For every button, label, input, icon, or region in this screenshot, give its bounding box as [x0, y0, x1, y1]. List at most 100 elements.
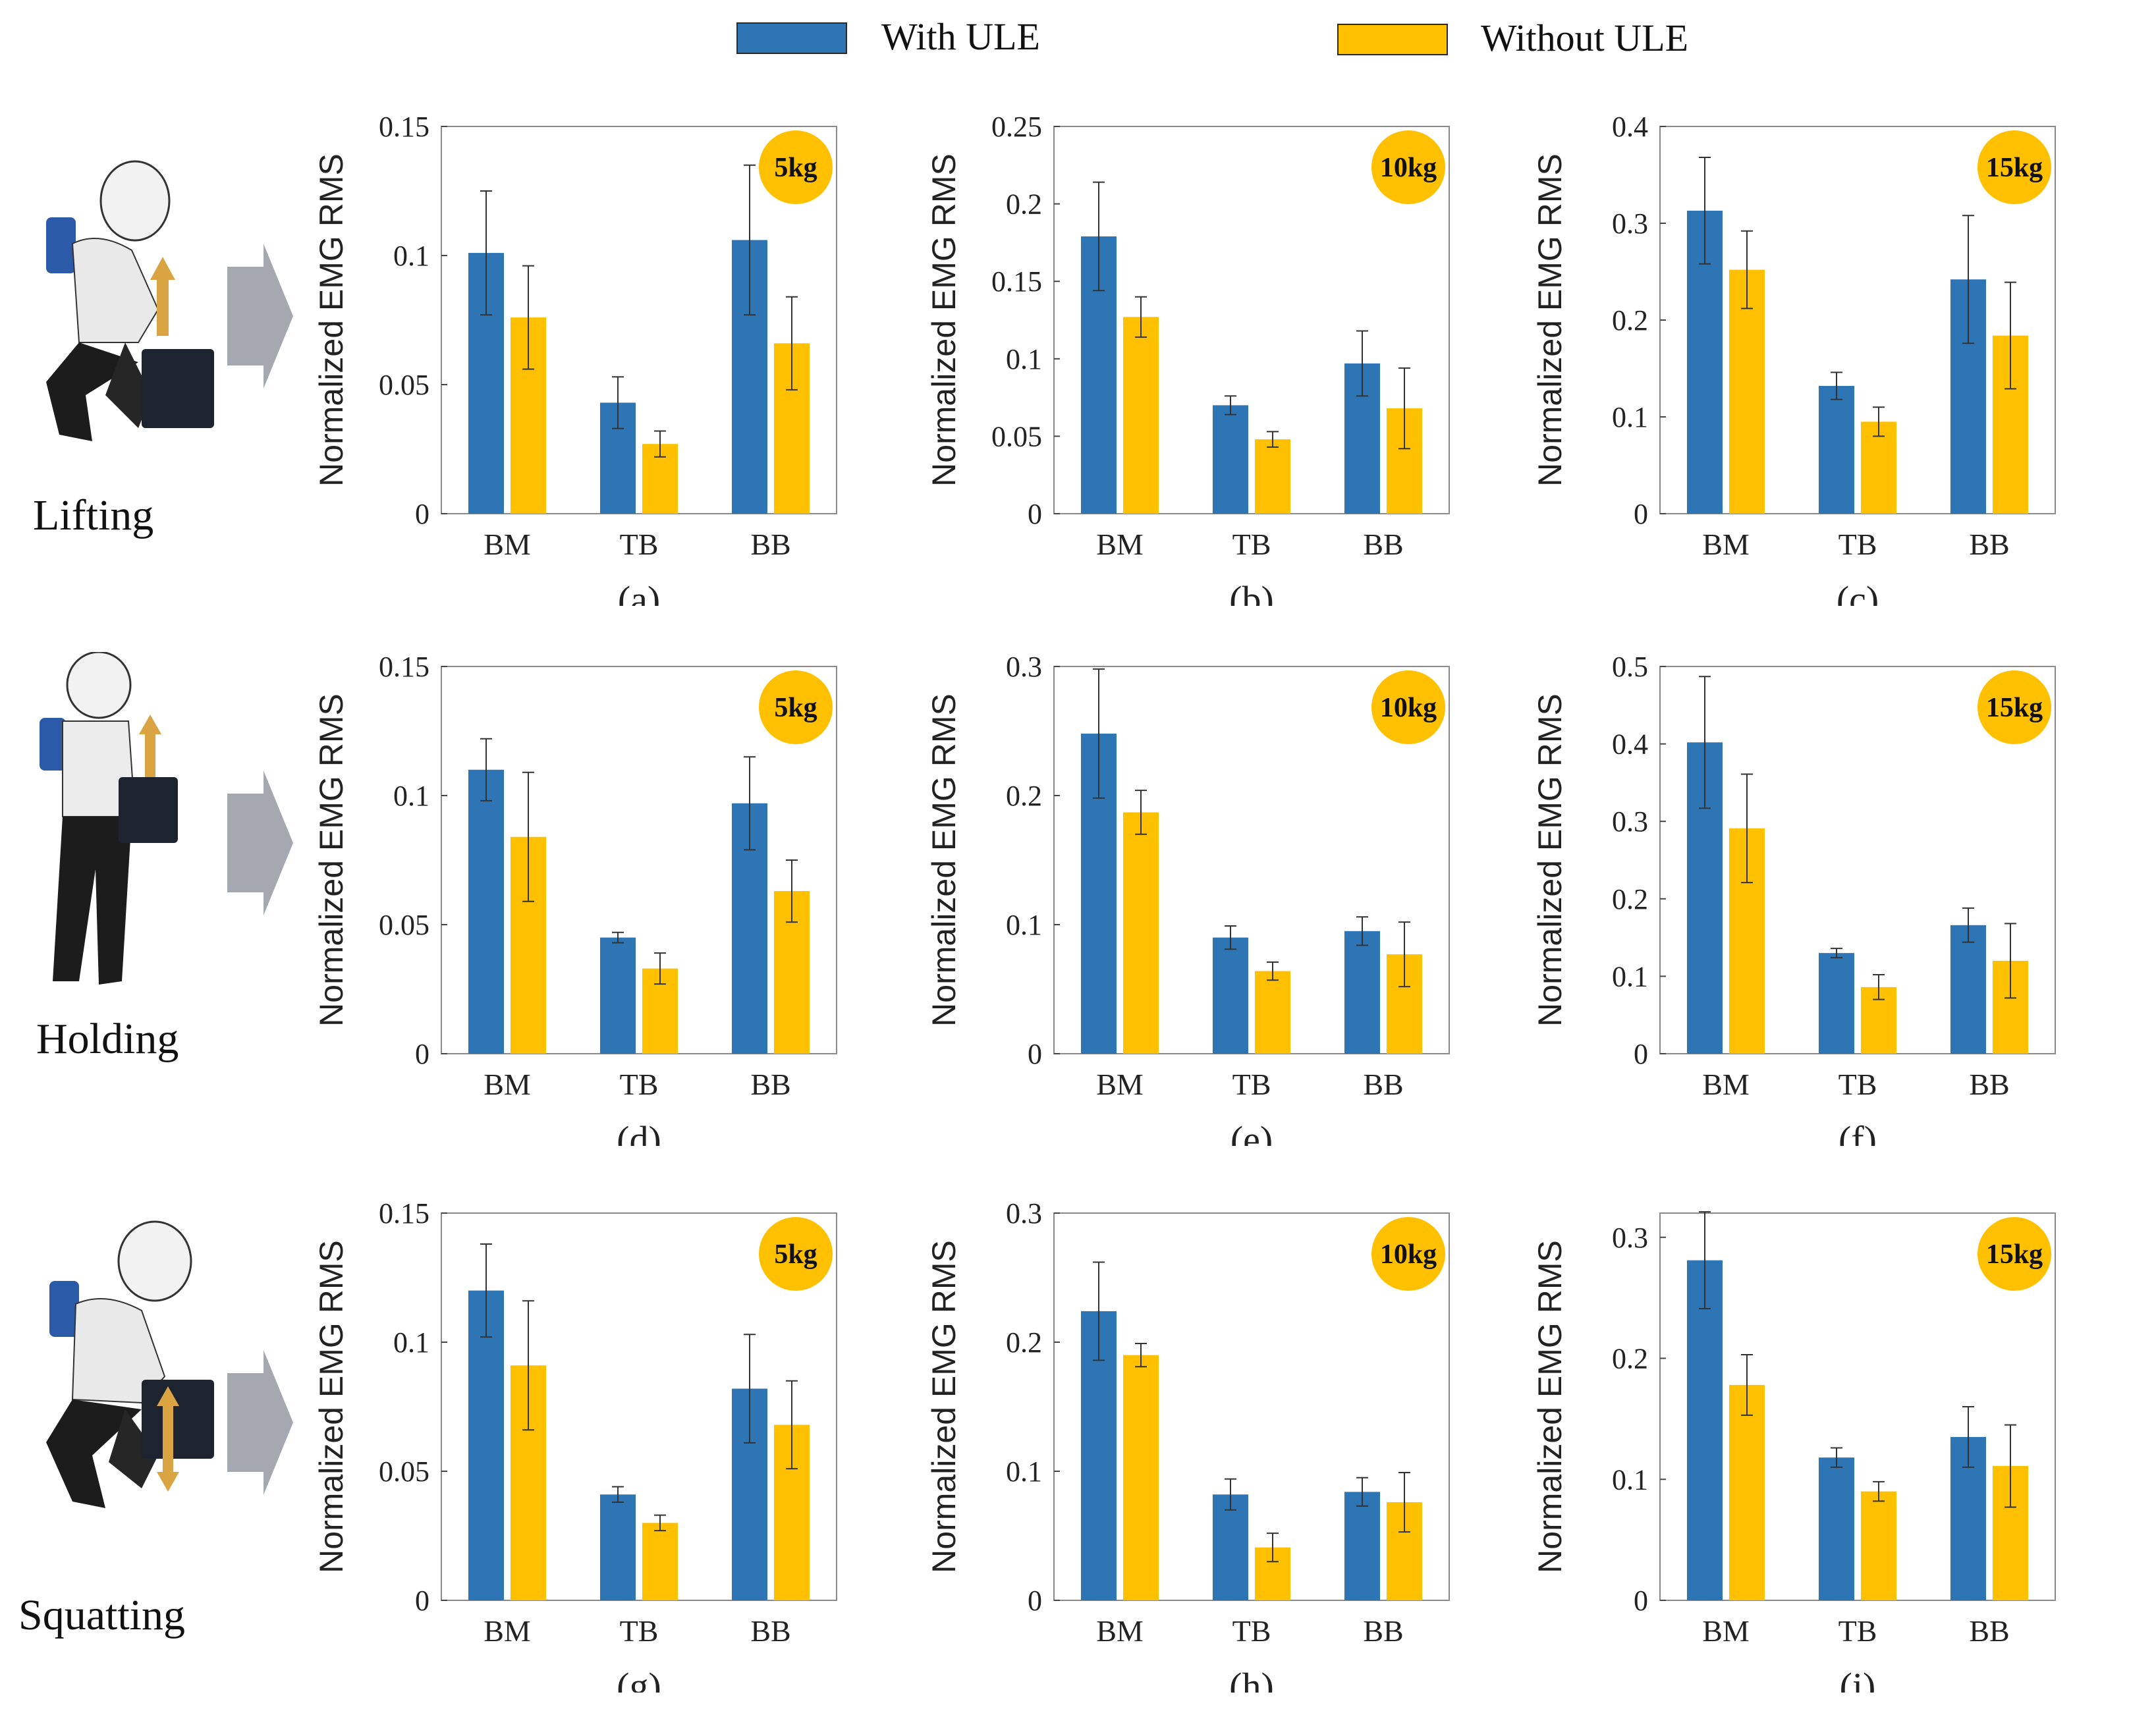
y-tick-label: 0 [415, 1038, 429, 1070]
y-tick-label: 0 [1028, 1038, 1042, 1070]
row-label-lifting: Lifting [33, 491, 154, 539]
error-bar-bm-without-ule [1135, 296, 1147, 338]
error-bar-tb-without-ule [1873, 1480, 1885, 1502]
chart-panel-e: 0 0.1 0.2 0.3 Normalized EMG RMS BM TB BB 10kg (e… [922, 645, 1489, 1146]
error-bar-bm-with-ule [1699, 676, 1711, 809]
x-tick-label: BB [1363, 1614, 1403, 1648]
bar-tb-with-ule [1213, 1494, 1248, 1600]
legend-label-with-ule: With ULE [881, 15, 1040, 58]
error-bar-bb-with-ule [1356, 916, 1368, 946]
y-tick-label: 0.2 [1612, 883, 1648, 915]
right-arrow-icon [227, 1350, 293, 1495]
load-badge [1371, 670, 1445, 744]
bar-bm-with-ule [468, 1290, 504, 1600]
load-badge-label: 5kg [774, 1239, 817, 1270]
holding-illustration [0, 651, 303, 1008]
x-tick-label: BM [1702, 528, 1750, 561]
error-bar-tb-with-ule [1831, 371, 1842, 400]
error-bar-bm-with-ule [480, 190, 492, 316]
y-tick-label: 0.05 [379, 1455, 429, 1488]
y-tick-label: 0.2 [1612, 304, 1648, 337]
chart-h: 0 0.1 0.2 0.3 Normalized EMG RMS BM TB BB 10kg (h… [926, 1197, 1450, 1693]
x-tick-label: BB [1969, 1614, 2009, 1648]
panel-caption: (f) [1839, 1118, 1877, 1146]
y-tick-label: 0.1 [393, 240, 429, 272]
y-tick-label: 0.1 [1006, 1455, 1042, 1488]
error-bar-tb-with-ule [1225, 1478, 1236, 1511]
y-axis-label: Normalized EMG RMS [926, 1240, 962, 1573]
y-tick-label: 0 [1634, 1585, 1648, 1617]
error-bar-bm-with-ule [480, 738, 492, 801]
bar-bm-without-ule [1729, 269, 1765, 514]
error-bar-tb-with-ule [1831, 1447, 1842, 1468]
x-tick-label: TB [1839, 1614, 1877, 1648]
bar-tb-with-ule [1213, 405, 1248, 514]
right-arrow-icon [227, 771, 293, 915]
error-bar-bm-without-ule [1135, 790, 1147, 835]
x-tick-label: BM [1702, 1068, 1750, 1101]
error-bar-tb-without-ule [1267, 431, 1279, 448]
bar-tb-with-ule [1819, 385, 1854, 514]
y-tick-label: 0 [1634, 1038, 1648, 1070]
chart-c: 0 0.1 0.2 0.3 0.4 Normalized EMG RMS BM TB BB 15k… [1532, 111, 2056, 606]
bar-tb-with-ule [1213, 937, 1248, 1054]
chart-panel-g: 0 0.05 0.1 0.15 Normalized EMG RMS BM TB BB 5kg (… [310, 1192, 876, 1693]
error-bar-bm-with-ule [1699, 157, 1711, 265]
y-tick-label: 0.2 [1612, 1343, 1648, 1375]
y-tick-label: 0.3 [1006, 651, 1042, 683]
error-bar-bb-with-ule [1962, 907, 1974, 943]
y-tick-label: 0.05 [991, 420, 1042, 452]
legend-swatch-with-ule [736, 22, 847, 54]
x-tick-label: TB [1839, 528, 1877, 561]
y-axis-label: Normalized EMG RMS [926, 153, 962, 487]
error-bar-bb-without-ule [786, 296, 798, 391]
y-tick-label: 0.2 [1006, 780, 1042, 812]
y-tick-label: 0.25 [991, 111, 1042, 143]
bar-bb-with-ule [1344, 931, 1380, 1054]
legend: With ULE Without ULE [0, 0, 2129, 86]
x-tick-label: BM [1096, 1068, 1144, 1101]
chart-panel-f: 0 0.1 0.2 0.3 0.4 0.5 Normalized EMG RMS BM TB BB… [1528, 645, 2095, 1146]
x-tick-label: TB [620, 1068, 659, 1101]
load-badge [759, 670, 833, 744]
bar-bm-without-ule [1123, 1355, 1159, 1600]
chart-panel-d: 0 0.05 0.1 0.15 Normalized EMG RMS BM TB BB 5kg (… [310, 645, 876, 1146]
lifting-illustration [0, 145, 303, 487]
bar-bb-with-ule [1344, 1492, 1380, 1600]
y-tick-label: 0.05 [379, 909, 429, 941]
y-tick-label: 0.05 [379, 369, 429, 401]
x-tick-label: BB [1363, 1068, 1403, 1101]
chart-panel-c: 0 0.1 0.2 0.3 0.4 Normalized EMG RMS BM TB BB 15k… [1528, 105, 2095, 606]
load-badge [759, 1217, 833, 1291]
load-badge-label: 5kg [774, 153, 817, 183]
error-bar-bb-without-ule [2005, 281, 2016, 390]
up-arrow-icon [157, 1386, 179, 1406]
y-tick-label: 0.2 [1006, 1326, 1042, 1359]
error-bar-tb-without-ule [1267, 1533, 1279, 1563]
y-tick-label: 0.2 [1006, 188, 1042, 221]
y-tick-label: 0.1 [1612, 1463, 1648, 1496]
error-bar-bm-without-ule [1741, 773, 1753, 884]
error-bar-bm-with-ule [1093, 181, 1105, 292]
chart-f: 0 0.1 0.2 0.3 0.4 0.5 Normalized EMG RMS BM TB BB… [1532, 651, 2056, 1146]
load-badge-label: 15kg [1986, 1239, 2043, 1270]
load-badge [759, 130, 833, 204]
bar-tb-without-ule [642, 1523, 678, 1600]
squatting-person-figure [46, 1220, 293, 1508]
load-badge [1977, 130, 2051, 204]
chart-panel-a: 0 0.05 0.1 0.15 Normalized EMG RMS BM TB BB 5kg (… [310, 105, 876, 606]
chart-g: 0 0.05 0.1 0.15 Normalized EMG RMS BM TB BB 5kg (… [313, 1197, 837, 1693]
squatting-illustration [0, 1212, 303, 1554]
error-bar-tb-with-ule [1225, 925, 1236, 950]
panel-caption: (i) [1840, 1665, 1876, 1693]
bar-bm-with-ule [468, 769, 504, 1054]
x-tick-label: TB [1232, 528, 1271, 561]
error-bar-tb-with-ule [612, 376, 624, 429]
x-tick-label: BB [750, 1614, 790, 1648]
x-tick-label: BB [1969, 1068, 2009, 1101]
error-bar-bb-without-ule [1398, 1471, 1410, 1533]
error-bar-bb-without-ule [786, 859, 798, 923]
error-bar-bb-with-ule [744, 756, 756, 851]
error-bar-bm-with-ule [1699, 1211, 1711, 1310]
panel-caption: (h) [1229, 1665, 1274, 1693]
